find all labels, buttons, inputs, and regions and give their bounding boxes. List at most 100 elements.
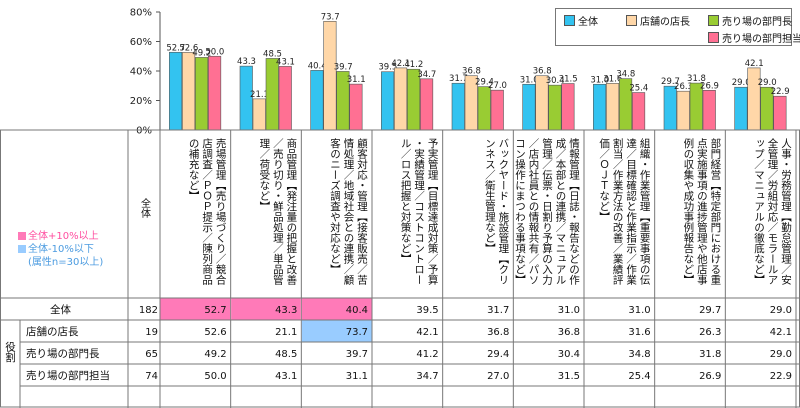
category-header-line: 管理／伝票・日割り予算の入力 bbox=[541, 137, 553, 286]
bar-value-label: 48.5 bbox=[263, 49, 282, 59]
legend-swatch-all bbox=[564, 15, 575, 26]
legend-item-dept-staff: 売り場の部門担当 bbox=[708, 30, 800, 45]
table-cell: 29.0 bbox=[770, 349, 792, 360]
table-cell: 31.0 bbox=[628, 305, 650, 316]
bar bbox=[734, 86, 748, 131]
bar bbox=[420, 78, 434, 131]
category-header-line: 情処理／地域社会との連携／顧 bbox=[343, 137, 355, 286]
bar-value-label: 21.1 bbox=[250, 90, 269, 100]
bar-value-label: 73.7 bbox=[321, 12, 340, 22]
table-cell: 43.1 bbox=[275, 371, 297, 382]
table-cell: 26.9 bbox=[699, 371, 721, 382]
table-cell: 29.4 bbox=[487, 349, 509, 360]
category-header-line: バックヤード・施設管理【クリ bbox=[497, 138, 509, 285]
bar-value-label: 52.6 bbox=[179, 43, 198, 53]
row-label: 全体 bbox=[50, 303, 71, 316]
row-n: 74 bbox=[145, 371, 158, 382]
bar-value-label: 30.4 bbox=[546, 76, 565, 86]
chart-legend: 全体 店舗の店長 売り場の部門長 売り場の部門担当 bbox=[555, 8, 800, 46]
bar bbox=[522, 83, 536, 131]
bar-value-label: 50.0 bbox=[205, 47, 224, 57]
legend-swatch-dept-staff bbox=[708, 32, 719, 43]
bar bbox=[676, 90, 690, 131]
table-cell: 40.4 bbox=[346, 305, 368, 316]
category-header-line: ・実績管理／コストコントロー bbox=[413, 138, 425, 285]
legend-swatch-dept-head bbox=[708, 15, 719, 26]
category-header-line: ンネス／衛生管理など】 bbox=[484, 138, 496, 254]
bar-value-label: 39.5 bbox=[378, 63, 397, 73]
bar-value-label: 34.8 bbox=[616, 70, 635, 80]
bar bbox=[632, 92, 646, 131]
table-cell: 50.0 bbox=[204, 371, 226, 382]
category-header-line: 店調査／ＰＯＰ提示／陳列商品 bbox=[201, 137, 213, 286]
table-cell: 39.7 bbox=[346, 349, 368, 360]
bar bbox=[195, 57, 209, 131]
table-cell: 22.9 bbox=[770, 371, 792, 382]
category-header-line: 人事・労務管理【勤怠管理／安 bbox=[780, 138, 792, 286]
category-header-line: ップ／マニュアルの徹底など】 bbox=[753, 138, 765, 285]
y-tick-label: 0% bbox=[136, 126, 152, 137]
category-header-line: ル／ロス把握と対策など】 bbox=[400, 138, 412, 264]
table-cell: 30.4 bbox=[558, 349, 580, 360]
bar-value-label: 36.8 bbox=[533, 67, 552, 77]
category-header-line: 例の収集や成功事例報告など】 bbox=[682, 137, 694, 285]
table-cell: 49.2 bbox=[204, 349, 226, 360]
bar-value-label: 31.0 bbox=[520, 75, 539, 85]
bar bbox=[169, 51, 183, 131]
bar-value-label: 49.2 bbox=[192, 48, 211, 58]
category-header-line: 予実管理【目標達成対策／予算 bbox=[427, 138, 439, 286]
table-cell: 34.8 bbox=[628, 349, 650, 360]
bar bbox=[477, 86, 491, 131]
bar bbox=[593, 83, 607, 131]
y-tick-label: 80% bbox=[130, 8, 152, 19]
bar-value-label: 25.4 bbox=[629, 84, 648, 94]
row-n: 182 bbox=[139, 305, 158, 316]
row-n: 65 bbox=[145, 349, 158, 360]
category-header-line: 価／ＯＪＴなど】 bbox=[598, 137, 610, 222]
table-cell: 42.1 bbox=[416, 327, 438, 338]
bar-value-label: 43.3 bbox=[237, 57, 256, 67]
category-header-line: 商品管理【発注量の把握と改善 bbox=[285, 137, 297, 286]
category-header-line: 顧客対応・管理【接客販売／苦 bbox=[356, 137, 368, 286]
row-label: 売り場の部門長 bbox=[26, 347, 100, 360]
legend-item-store-manager: 店舗の店長 bbox=[626, 13, 690, 28]
total-header: 全体 bbox=[139, 197, 151, 219]
legend-label-dept-staff: 売り場の部門担当 bbox=[722, 34, 800, 45]
note-text-attr: (属性n=30以上) bbox=[28, 257, 104, 268]
category-header-line: ／売り切り・鮮品処理／単品管 bbox=[272, 138, 284, 286]
category-header-line: 達／目標確認と作業指示／作業 bbox=[625, 138, 637, 286]
category-header-line: 部門経営【特定部門における重 bbox=[709, 137, 721, 285]
category-header-line: 理／荷受など】 bbox=[258, 138, 270, 212]
bar bbox=[394, 67, 408, 131]
legend-swatch-store-manager bbox=[626, 15, 637, 26]
table-cell: 31.1 bbox=[346, 371, 368, 382]
legend-item-dept-head: 売り場の部門長 bbox=[708, 13, 792, 28]
row-n: 19 bbox=[145, 327, 158, 338]
bar-value-label: 52.7 bbox=[166, 43, 185, 53]
y-tick-label: 40% bbox=[130, 67, 152, 78]
category-header-line: 売場管理【売り場づくり／競合 bbox=[215, 137, 227, 286]
table-cell: 73.7 bbox=[346, 327, 368, 338]
table-cell: 39.5 bbox=[416, 305, 438, 316]
bar-value-label: 31.7 bbox=[449, 74, 468, 84]
bar-value-label: 31.5 bbox=[559, 75, 578, 85]
table-cell: 41.2 bbox=[416, 349, 438, 360]
legend-label-store-manager: 店舗の店長 bbox=[640, 17, 690, 28]
category-header-line: の補充など】 bbox=[188, 138, 200, 201]
legend-label-dept-head: 売り場の部門長 bbox=[722, 17, 792, 28]
category-header-line: 割当／作業方法の改善／業績評 bbox=[612, 137, 624, 286]
note-plus10: 全体+10%以上 bbox=[18, 230, 99, 243]
bar-value-label: 22.9 bbox=[771, 87, 790, 97]
bar-value-label: 31.0 bbox=[590, 75, 609, 85]
row-label: 売り場の部門担当 bbox=[26, 369, 110, 382]
bar bbox=[349, 83, 363, 131]
table-cell: 25.4 bbox=[628, 371, 650, 382]
note-swatch-minus10 bbox=[18, 245, 26, 253]
bar-value-label: 36.8 bbox=[462, 67, 481, 77]
bar bbox=[747, 67, 761, 131]
table-cell: 31.6 bbox=[628, 327, 650, 338]
bar-value-label: 29.0 bbox=[758, 78, 777, 88]
row-group-label: 役割 bbox=[4, 341, 16, 364]
table-cell: 42.1 bbox=[770, 327, 792, 338]
table-cell: 29.7 bbox=[699, 305, 721, 316]
